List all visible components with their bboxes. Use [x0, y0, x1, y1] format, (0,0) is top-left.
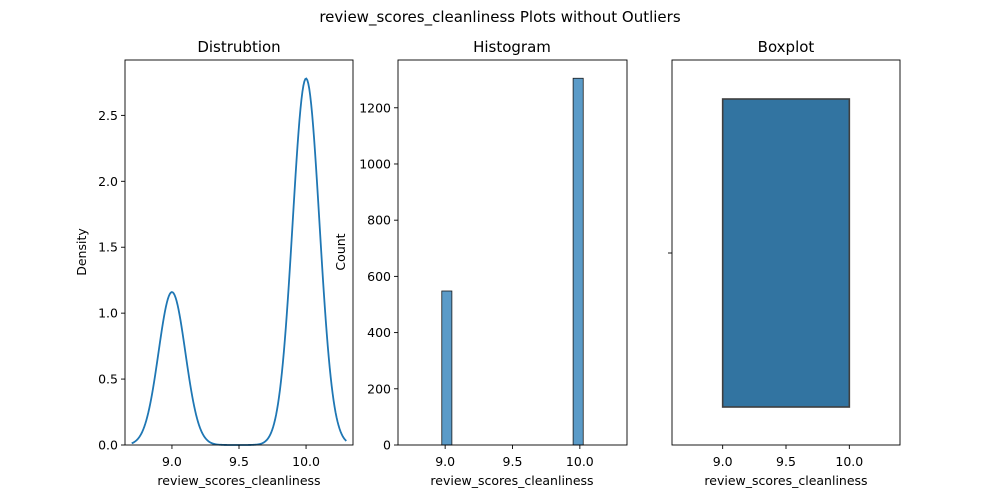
histogram-y-tick-label: 400	[367, 325, 391, 340]
kde-x-axis-label: review_scores_cleanliness	[157, 473, 320, 488]
histogram-y-axis-label: Count	[333, 233, 348, 270]
1-x-tick-label: 9.0	[435, 454, 455, 469]
figure-suptitle: review_scores_cleanliness Plots without …	[319, 8, 680, 27]
kde-y-tick-label: 1.5	[98, 240, 118, 255]
kde-y-tick-label: 2.0	[98, 174, 118, 189]
boxplot-box	[721, 98, 851, 408]
histogram-y-ticks: 0 200 400 600 800 1000 1200	[359, 100, 398, 453]
histogram-bar	[572, 77, 584, 446]
histogram-panel-title: Histogram	[473, 38, 551, 56]
kde-y-tick-label: 2.5	[98, 108, 118, 123]
histogram-y-tick-label: 800	[367, 213, 391, 228]
histogram-y-tick-label: 0	[383, 438, 391, 453]
kde-panel: Distrubtion 9.0 9.5 10.0 0.0 0.5 1.0 1.5 2.0 2.…	[74, 38, 354, 488]
kde-y-ticks: 0.0 0.5 1.0 1.5 2.0 2.5	[98, 108, 125, 453]
histogram-y-tick-label: 600	[367, 269, 391, 284]
boxplot-panel-title: Boxplot	[758, 38, 815, 56]
histogram-bars	[441, 77, 584, 446]
histogram-panel: Histogram 9.0 9.5 10.0 0 200 400 600 800 1000 12…	[333, 38, 628, 488]
boxplot-x-ticks: 9.0 9.5 10.0	[713, 445, 863, 469]
0-x-tick-label: 9.5	[229, 454, 249, 469]
1-x-tick-label: 9.5	[503, 454, 523, 469]
histogram-y-tick-label: 200	[367, 381, 391, 396]
2-x-tick-label: 9.5	[776, 454, 796, 469]
kde-y-axis-label: Density	[74, 228, 89, 276]
kde-axes-frame	[124, 59, 354, 446]
histogram-bar	[441, 290, 453, 446]
2-x-tick-label: 10.0	[835, 454, 863, 469]
0-x-tick-label: 9.0	[162, 454, 182, 469]
boxplot-panel: Boxplot 9.0 9.5 10.0 review_scores_cleanli…	[668, 38, 901, 488]
boxplot-axes-frame	[671, 59, 901, 446]
histogram-x-ticks: 9.0 9.5 10.0	[435, 445, 594, 469]
kde-density-curve	[131, 77, 347, 446]
kde-y-tick-label: 0.0	[98, 438, 118, 453]
1-x-tick-label: 10.0	[566, 454, 594, 469]
kde-x-ticks: 9.0 9.5 10.0	[162, 445, 320, 469]
histogram-y-tick-label: 1000	[359, 156, 391, 171]
boxplot-x-axis-label: review_scores_cleanliness	[704, 473, 867, 488]
0-x-tick-label: 10.0	[292, 454, 320, 469]
histogram-x-axis-label: review_scores_cleanliness	[430, 473, 593, 488]
histogram-y-tick-label: 1200	[359, 100, 391, 115]
kde-y-tick-label: 1.0	[98, 306, 118, 321]
kde-panel-title: Distrubtion	[197, 38, 280, 56]
histogram-axes-frame	[397, 59, 628, 446]
kde-y-tick-label: 0.5	[98, 372, 118, 387]
2-x-tick-label: 9.0	[713, 454, 733, 469]
